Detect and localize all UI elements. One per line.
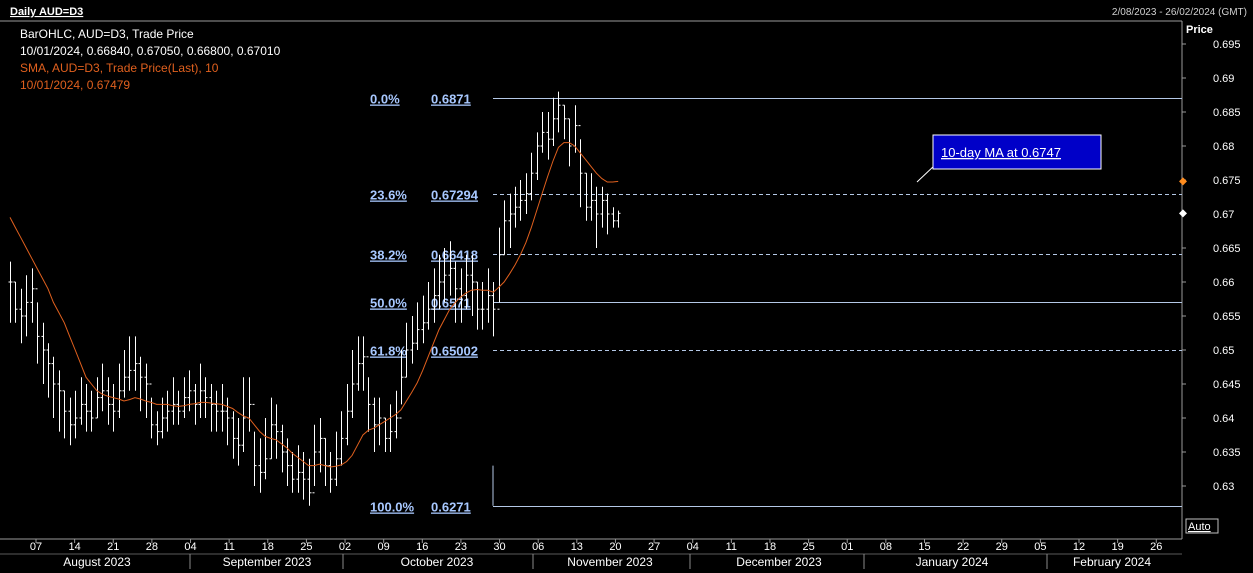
x-tick-label: 04 <box>687 541 699 553</box>
price-tick-label: 0.695 <box>1213 39 1241 51</box>
x-tick-label: 27 <box>648 541 660 553</box>
x-tick-label: 16 <box>416 541 428 553</box>
x-tick-label: 18 <box>262 541 274 553</box>
fib-percent-label: 23.6% <box>370 188 407 203</box>
x-tick-label: 25 <box>802 541 814 553</box>
x-axis-day-ticks: 07 14 21 28 04 11 18 25 02 09 16 23 30 06 13 20 27 04 11 18… <box>30 539 1162 553</box>
month-label: November 2023 <box>567 555 653 569</box>
annotation-leader <box>916 164 936 183</box>
month-label: January 2024 <box>916 555 989 569</box>
fib-percent-label: 50.0% <box>370 296 407 311</box>
legend-bar-series: BarOHLC, AUD=D3, Trade Price <box>20 27 194 41</box>
x-tick-label: 25 <box>300 541 312 553</box>
x-tick-label: 08 <box>880 541 892 553</box>
month-label: February 2024 <box>1073 555 1151 569</box>
x-tick-label: 06 <box>532 541 544 553</box>
chart-title[interactable]: Daily AUD=D3 <box>10 6 83 18</box>
price-tick-label: 0.675 <box>1213 175 1241 187</box>
x-tick-label: 04 <box>184 541 196 553</box>
fib-value-label: 0.6871 <box>431 92 471 107</box>
legend-sma-series: SMA, AUD=D3, Trade Price(Last), 10 <box>20 61 219 75</box>
x-tick-label: 29 <box>996 541 1008 553</box>
auto-scale-label: Auto <box>1188 521 1211 533</box>
month-label: October 2023 <box>401 555 474 569</box>
price-tick-label: 0.69 <box>1213 73 1234 85</box>
price-tick-label: 0.685 <box>1213 107 1241 119</box>
annotation-label: 10-day MA at 0.6747 <box>941 145 1061 160</box>
auto-scale-button[interactable] <box>1185 518 1219 534</box>
price-axis-ticks: 0.695 0.69 0.685 0.68 0.675 0.67 0.665 0.66 0.65… <box>1182 39 1241 493</box>
x-tick-label: 26 <box>1150 541 1162 553</box>
fib-value-label: 0.65002 <box>431 344 478 359</box>
price-tick-label: 0.635 <box>1213 447 1241 459</box>
x-axis-month-labels: August 2023 September 2023 October 2023 Nov… <box>63 554 1151 569</box>
last-sma-marker <box>1179 177 1187 186</box>
fib-value-label: 0.67294 <box>431 188 479 203</box>
x-tick-label: 12 <box>1073 541 1085 553</box>
price-tick-label: 0.66 <box>1213 277 1234 289</box>
fib-value-label: 0.6271 <box>431 500 471 515</box>
fibonacci-retracement[interactable]: 0.0% 0.6871 23.6% 0.67294 38.2% 0.66418 50.0% 0… <box>370 92 1182 515</box>
annotation-box[interactable] <box>932 134 1102 170</box>
price-axis-title: Price <box>1186 24 1213 36</box>
legend-bar-values: 10/01/2024, 0.66840, 0.67050, 0.66800, 0… <box>20 44 281 58</box>
fib-percent-label: 100.0% <box>370 500 415 515</box>
fib-percent-label: 0.0% <box>370 92 400 107</box>
x-tick-label: 01 <box>841 541 853 553</box>
price-tick-label: 0.655 <box>1213 311 1241 323</box>
price-tick-label: 0.65 <box>1213 345 1234 357</box>
fib-percent-label: 61.8% <box>370 344 407 359</box>
x-tick-label: 22 <box>957 541 969 553</box>
x-tick-label: 09 <box>378 541 390 553</box>
x-tick-label: 15 <box>918 541 930 553</box>
x-tick-label: 28 <box>146 541 158 553</box>
x-tick-label: 23 <box>455 541 467 553</box>
x-tick-label: 20 <box>609 541 621 553</box>
fib-percent-label: 38.2% <box>370 248 407 263</box>
price-tick-label: 0.64 <box>1213 413 1234 425</box>
x-tick-label: 18 <box>764 541 776 553</box>
ohlc-bars <box>8 91 621 506</box>
fib-value-label: 0.66418 <box>431 248 478 263</box>
x-tick-label: 21 <box>107 541 119 553</box>
last-price-marker <box>1179 209 1187 218</box>
month-label: September 2023 <box>223 555 312 569</box>
price-tick-label: 0.67 <box>1213 209 1234 221</box>
x-tick-label: 11 <box>726 541 737 553</box>
x-tick-label: 19 <box>1112 541 1124 553</box>
month-label: December 2023 <box>736 555 822 569</box>
x-tick-label: 14 <box>69 541 81 553</box>
sma-line <box>9 142 619 468</box>
price-tick-label: 0.665 <box>1213 243 1241 255</box>
x-tick-label: 11 <box>223 541 234 553</box>
x-tick-label: 30 <box>493 541 505 553</box>
price-tick-label: 0.68 <box>1213 141 1234 153</box>
x-tick-label: 07 <box>30 541 42 553</box>
date-range: 2/08/2023 - 26/02/2024 (GMT) <box>1112 7 1247 18</box>
legend-sma-value: 10/01/2024, 0.67479 <box>20 78 130 92</box>
month-label: August 2023 <box>63 555 131 569</box>
x-tick-label: 05 <box>1034 541 1046 553</box>
price-tick-label: 0.645 <box>1213 379 1241 391</box>
x-tick-label: 02 <box>339 541 351 553</box>
price-tick-label: 0.63 <box>1213 481 1234 493</box>
x-tick-label: 13 <box>571 541 583 553</box>
fib-value-label: 0.6571 <box>431 296 471 311</box>
